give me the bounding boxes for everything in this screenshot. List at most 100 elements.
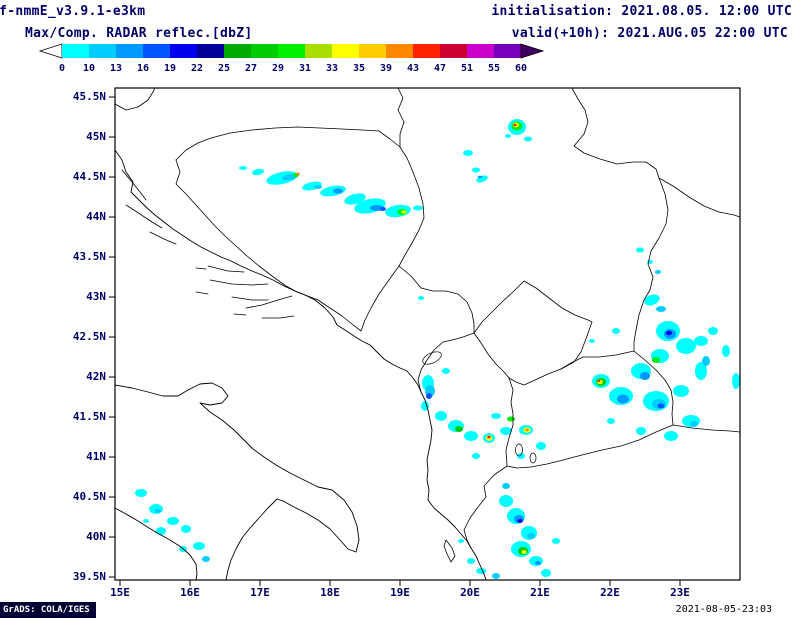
colorbar-label: 47 (434, 63, 446, 74)
border-segment (175, 126, 380, 161)
colorbar-segment (89, 44, 116, 58)
border-segment (560, 350, 635, 370)
colorbar-label: 0 (59, 63, 65, 74)
coastline-italy-east (115, 382, 360, 580)
radar-echo (732, 373, 740, 389)
radar-echo (491, 413, 501, 419)
radar-echo (664, 431, 678, 441)
lat-label: 44.5N (72, 170, 106, 183)
grads-stamp: GrADS: COLA/IGES (0, 602, 96, 618)
radar-echo (708, 327, 718, 335)
lon-label: 17E (250, 586, 270, 599)
lat-label: 43.5N (72, 250, 106, 263)
radar-echo (435, 411, 447, 421)
radar-echo (657, 403, 665, 409)
radar-echo (477, 175, 483, 179)
radar-echo (521, 550, 527, 554)
border-segment (115, 88, 156, 111)
colorbar-label: 51 (461, 63, 473, 74)
radar-echo (455, 426, 463, 432)
colorbar-segment (386, 44, 413, 58)
colorbar-segment (197, 44, 224, 58)
radar-echo (135, 489, 147, 497)
radar-echo (597, 379, 601, 383)
radar-echo (193, 542, 205, 550)
radar-echo (507, 416, 515, 422)
lake-prespa (529, 452, 537, 464)
lon-label: 19E (390, 586, 410, 599)
radar-echo (296, 172, 300, 176)
colorbar-segment (278, 44, 305, 58)
colorbar-segment (467, 44, 494, 58)
lon-label: 21E (530, 586, 550, 599)
colorbar-segment (143, 44, 170, 58)
lon-label: 18E (320, 586, 340, 599)
lon-label: 22E (600, 586, 620, 599)
colorbar-label: 19 (164, 63, 176, 74)
border-segment (508, 368, 562, 386)
lon-label: 15E (110, 586, 130, 599)
border-segment (633, 177, 669, 352)
radar-echo (505, 134, 511, 138)
adriatic-islands (121, 169, 456, 563)
radar-echo (476, 175, 488, 183)
colorbar-segment (332, 44, 359, 58)
radar-echo (418, 296, 424, 300)
border-segment (378, 130, 425, 267)
initialisation-label: initialisation: 2021.08.05. 12:00 UTC (491, 4, 792, 19)
radar-echo (541, 569, 551, 577)
colorbar-segment (440, 44, 467, 58)
border-segment (571, 88, 740, 218)
lat-label: 40N (86, 530, 106, 543)
lat-label: 39.5N (72, 570, 106, 583)
radar-echo (426, 393, 432, 399)
radar-echo (656, 306, 666, 312)
radar-echo (636, 247, 644, 253)
radar-echo (458, 539, 464, 543)
lat-label: 42N (86, 370, 106, 383)
lakes (422, 351, 537, 464)
colorbar-label: 55 (488, 63, 500, 74)
colorbar-label: 22 (191, 63, 203, 74)
radar-echo (413, 205, 423, 211)
lon-label: 20E (460, 586, 480, 599)
radar-echo (655, 270, 661, 274)
lat-label: 42.5N (72, 330, 106, 343)
radar-echo (442, 368, 450, 374)
coastline-italy-west (115, 507, 198, 580)
radar-echo (536, 442, 546, 450)
border-segment (506, 424, 674, 469)
radar-echo (314, 185, 322, 189)
radar-echo (487, 435, 491, 439)
colorbar-label: 31 (299, 63, 311, 74)
radar-echo (666, 330, 672, 336)
lake-skadar (422, 351, 442, 365)
colorbar-label: 33 (326, 63, 338, 74)
colorbar-segment (305, 44, 332, 58)
radar-echo (652, 357, 660, 363)
radar-echo (421, 401, 429, 411)
radar-echo (525, 428, 529, 432)
radar-echo (143, 519, 149, 523)
radar-echo (676, 338, 696, 354)
coastline-adriatic-east (115, 149, 487, 580)
border-segment (397, 88, 405, 148)
lat-label: 45.5N (72, 90, 106, 103)
colorbar-segment (116, 44, 143, 58)
lat-label: 43N (86, 290, 106, 303)
colorbar-label: 16 (137, 63, 149, 74)
border-segment (360, 265, 400, 332)
lat-label: 45N (86, 130, 106, 143)
colorbar-segment (62, 44, 89, 58)
radar-echo (149, 504, 163, 514)
radar-echo (499, 495, 513, 507)
lake-ohrid (515, 443, 523, 457)
radar-echo (239, 166, 247, 170)
radar-echo (252, 168, 264, 176)
radar-echo (529, 556, 543, 566)
border-segment (473, 332, 510, 379)
radar-echo (524, 136, 532, 142)
radar-echo (344, 193, 366, 205)
radar-echo (552, 538, 560, 544)
